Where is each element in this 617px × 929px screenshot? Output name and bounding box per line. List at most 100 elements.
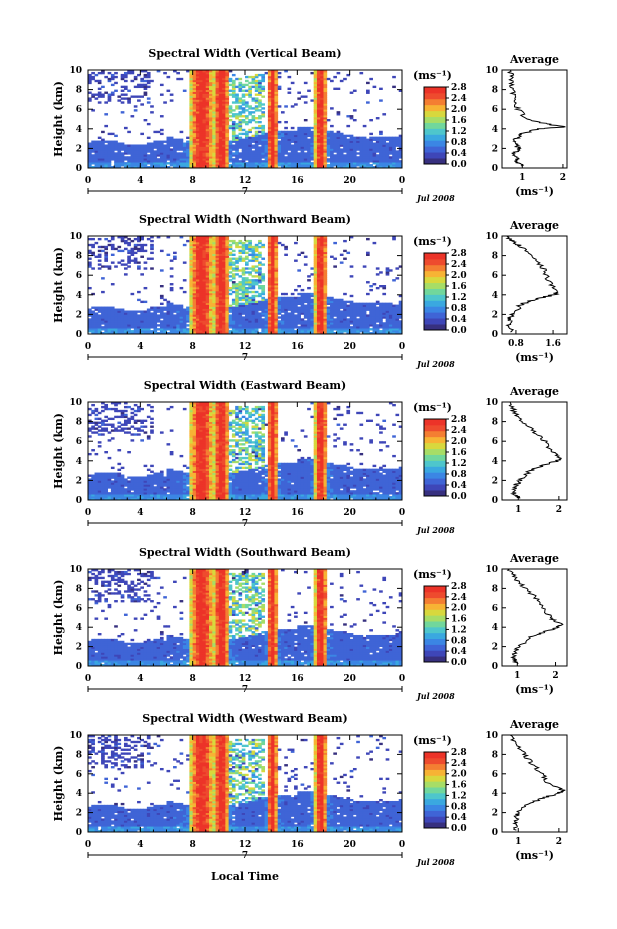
heatmap-cell	[137, 237, 141, 241]
heatmap-cell	[267, 257, 272, 260]
heatmap-cell	[294, 259, 298, 262]
heatmap-cell	[117, 236, 122, 239]
heatmap-cell	[336, 142, 341, 145]
heatmap-cell	[248, 310, 252, 313]
heatmap-cell	[225, 292, 230, 296]
heatmap-cell	[316, 79, 321, 83]
heatmap-cell	[267, 286, 272, 290]
heatmap-cell	[336, 298, 341, 302]
heatmap-cell	[274, 77, 279, 81]
heatmap-cell	[202, 150, 207, 153]
heatmap-cell	[205, 124, 210, 128]
heatmap-cell	[94, 255, 99, 258]
heatmap-cell	[238, 111, 243, 114]
heatmap-cell	[251, 251, 256, 255]
heatmap-cell	[127, 316, 131, 319]
heatmap-cell	[159, 312, 164, 315]
heatmap-cell	[209, 283, 213, 286]
heatmap-cell	[294, 166, 298, 169]
heatmap-cell	[392, 142, 396, 145]
heatmap-cell	[120, 330, 125, 333]
heatmap-cell	[254, 85, 259, 89]
heatmap-cell	[280, 330, 285, 333]
heatmap-cell	[202, 107, 207, 110]
heatmap-cell	[238, 298, 243, 302]
heatmap-cell	[176, 322, 180, 325]
heatmap-cell	[225, 136, 230, 139]
heatmap-cell	[382, 166, 387, 169]
heatmap-cell	[271, 136, 275, 139]
heatmap-cell	[336, 158, 341, 161]
heatmap-cell	[271, 85, 275, 89]
heatmap-cell	[254, 326, 259, 329]
heatmap-cell	[202, 269, 207, 272]
heatmap-cell	[346, 160, 351, 163]
heatmap-cell	[123, 75, 128, 79]
day-label: 7	[242, 187, 248, 197]
heatmap-cell	[238, 285, 243, 288]
heatmap-cell	[248, 286, 252, 290]
heatmap-cell	[267, 160, 272, 163]
heatmap-cell	[316, 154, 321, 157]
heatmap-cell	[137, 298, 141, 302]
heatmap-cell	[104, 310, 109, 313]
heatmap-cell	[94, 152, 99, 155]
heatmap-cell	[280, 148, 285, 151]
heatmap-cell	[388, 136, 393, 139]
heatmap-cell	[280, 136, 285, 139]
heatmap-cell	[195, 87, 200, 90]
heatmap-cell	[199, 330, 203, 333]
heatmap-cell	[225, 119, 230, 122]
heatmap-cell	[143, 154, 148, 157]
heatmap-cell	[228, 111, 233, 114]
heatmap-cell	[173, 316, 177, 319]
heatmap-cell	[251, 160, 256, 163]
heatmap-cell	[104, 152, 109, 155]
heatmap-cell	[326, 160, 331, 163]
heatmap-cell	[107, 322, 112, 325]
heatmap-cell	[294, 314, 298, 317]
heatmap-cell	[176, 146, 180, 149]
heatmap-cell	[222, 117, 226, 120]
heatmap-cell	[101, 328, 105, 331]
heatmap-cell	[215, 300, 220, 304]
heatmap-cell	[248, 300, 252, 304]
heatmap-cell	[199, 298, 203, 302]
heatmap-cell	[261, 113, 266, 116]
heatmap-cell	[333, 162, 337, 165]
heatmap-cell	[215, 236, 220, 239]
heatmap-cell	[277, 144, 282, 147]
heatmap-cell	[392, 75, 396, 79]
heatmap-cell	[189, 166, 194, 169]
heatmap-cell	[235, 283, 239, 286]
heatmap-cell	[235, 245, 239, 249]
heatmap-cell	[277, 300, 282, 304]
heatmap-cell	[114, 158, 118, 161]
heatmap-cell	[107, 316, 112, 319]
heatmap-cell	[195, 298, 200, 302]
heatmap-cell	[209, 83, 213, 87]
y-tick-label: 2	[76, 144, 82, 154]
heatmap-cell	[248, 148, 252, 151]
heatmap-cell	[140, 150, 144, 153]
heatmap-cell	[127, 146, 131, 149]
heatmap-cell	[261, 286, 266, 290]
heatmap-cell	[169, 148, 174, 151]
heatmap-cell	[251, 316, 256, 319]
heatmap-cell	[245, 89, 249, 92]
heatmap-cell	[258, 332, 262, 335]
heatmap-cell	[297, 296, 301, 300]
heatmap-cell	[114, 146, 118, 149]
heatmap-cell	[173, 70, 177, 73]
heatmap-cell	[346, 146, 351, 149]
heatmap-cell	[133, 146, 138, 149]
heatmap-cell	[202, 105, 207, 108]
heatmap-cell	[97, 326, 102, 329]
heatmap-cell	[245, 75, 249, 79]
heatmap-cell	[225, 111, 230, 114]
heatmap-cell	[241, 111, 246, 114]
heatmap-cell	[261, 85, 266, 89]
heatmap-cell	[146, 144, 151, 147]
heatmap-cell	[300, 160, 305, 163]
heatmap-cell	[189, 263, 194, 266]
